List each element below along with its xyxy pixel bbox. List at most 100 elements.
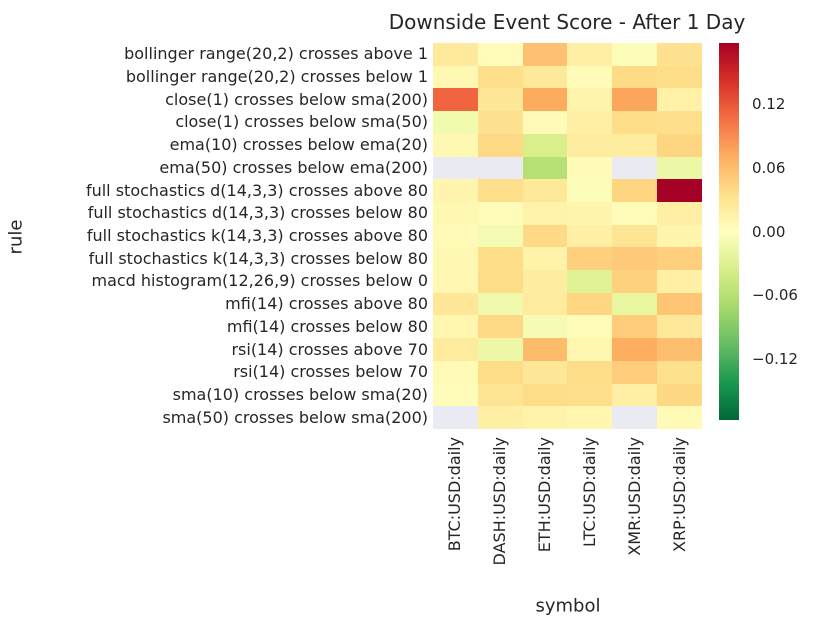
heatmap-cell	[477, 406, 523, 429]
heatmap-cell	[433, 156, 478, 180]
heatmap-cell	[567, 133, 613, 157]
heatmap-cell	[522, 111, 568, 134]
y-tick-label: macd histogram(12,26,9) crosses below 0	[91, 271, 428, 291]
y-tick-label: full stochastics k(14,3,3) crosses above…	[86, 226, 428, 245]
heatmap-cell	[522, 360, 568, 384]
heatmap-cell	[612, 315, 658, 339]
heatmap-cell	[657, 201, 702, 225]
heatmap-cell	[522, 43, 568, 66]
heatmap-cell	[477, 247, 523, 271]
heatmap-cell	[433, 88, 478, 112]
heatmap-cell	[567, 406, 613, 429]
heatmap-cell	[522, 156, 568, 180]
heatmap-cell	[477, 360, 523, 384]
heatmap-cell	[477, 292, 523, 316]
x-tick-label: XMR:USD:daily	[624, 437, 644, 556]
heatmap-cell	[477, 315, 523, 339]
heatmap-cell	[522, 406, 568, 429]
heatmap-cell	[477, 338, 523, 361]
heatmap-cell	[433, 111, 478, 134]
heatmap-cell	[657, 338, 702, 361]
heatmap-cell	[567, 383, 613, 407]
heatmap-cell	[567, 292, 613, 316]
heatmap-cell	[657, 270, 702, 293]
heatmap-cell	[657, 179, 702, 202]
heatmap-cell	[522, 338, 568, 361]
heatmap-cell	[567, 65, 613, 89]
heatmap-cell	[522, 65, 568, 89]
y-tick-label: sma(50) crosses below sma(200)	[162, 407, 428, 427]
y-tick-label: rsi(14) crosses below 70	[233, 362, 428, 382]
heatmap-cell	[567, 338, 613, 361]
heatmap-cell	[433, 315, 478, 339]
y-tick-label: ema(50) crosses below ema(200)	[159, 157, 428, 177]
heatmap-cell	[522, 201, 568, 225]
x-tick-label: ETH:USD:daily	[535, 437, 555, 553]
x-tick-label: XRP:USD:daily	[669, 437, 689, 553]
heatmap-cell	[522, 224, 568, 248]
heatmap-cell	[477, 383, 523, 407]
heatmap-cell	[657, 292, 702, 316]
heatmap-cell	[657, 315, 702, 339]
heatmap-cell	[657, 406, 702, 429]
heatmap-cell	[433, 383, 478, 407]
x-tick-label: DASH:USD:daily	[490, 437, 510, 566]
heatmap-cell	[657, 156, 702, 180]
heatmap-cell	[567, 43, 613, 66]
heatmap-cell	[433, 406, 478, 429]
heatmap-cell	[522, 315, 568, 339]
y-tick-label: ema(10) crosses below ema(20)	[169, 135, 428, 155]
heatmap-cell	[522, 88, 568, 112]
heatmap-cell	[612, 133, 658, 157]
heatmap-cell	[612, 406, 658, 429]
y-tick-label: rsi(14) crosses above 70	[231, 339, 428, 359]
heatmap-cell	[477, 43, 523, 66]
y-axis-label: rule	[5, 219, 27, 255]
heatmap-cell	[522, 179, 568, 202]
heatmap-cell	[477, 270, 523, 293]
heatmap-cell	[567, 179, 613, 202]
heatmap-cell	[657, 360, 702, 384]
heatmap-cell	[612, 179, 658, 202]
heatmap-cell	[612, 88, 658, 112]
heatmap-cell	[433, 179, 478, 202]
heatmap-cell	[433, 247, 478, 271]
heatmap-cell	[657, 43, 702, 66]
heatmap-cell	[477, 88, 523, 112]
heatmap-cell	[522, 383, 568, 407]
x-tick-label: LTC:USD:daily	[579, 437, 599, 548]
heatmap-cell	[612, 224, 658, 248]
heatmap-cell	[567, 247, 613, 271]
heatmap-cell	[433, 270, 478, 293]
heatmap-cell	[522, 270, 568, 293]
heatmap-cell	[657, 133, 702, 157]
heatmap-cell	[567, 224, 613, 248]
heatmap-cell	[433, 133, 478, 157]
heatmap-cell	[433, 338, 478, 361]
heatmap-cell	[657, 247, 702, 271]
heatmap-cell	[657, 383, 702, 407]
heatmap-cell	[657, 65, 702, 89]
heatmap-cell	[612, 43, 658, 66]
heatmap-cell	[567, 156, 613, 180]
colorbar-tick-label: −0.12	[752, 349, 798, 368]
y-tick-label: bollinger range(20,2) crosses above 1	[124, 44, 428, 64]
heatmap-cell	[567, 360, 613, 384]
heatmap-cell	[433, 43, 478, 66]
heatmap-cell	[612, 338, 658, 361]
colorbar-gradient	[719, 43, 739, 420]
heatmap-cell	[433, 65, 478, 89]
y-tick-label: close(1) crosses below sma(200)	[165, 89, 428, 109]
heatmap-cell	[522, 247, 568, 271]
heatmap-cell	[567, 201, 613, 225]
heatmap-cell	[612, 65, 658, 89]
heatmap-cell	[657, 224, 702, 248]
heatmap-cell	[433, 224, 478, 248]
y-tick-label: mfi(14) crosses above 80	[225, 294, 428, 314]
y-tick-label: bollinger range(20,2) crosses below 1	[125, 67, 428, 87]
heatmap-cell	[522, 292, 568, 316]
heatmap-cell	[612, 360, 658, 384]
heatmap-cell	[612, 247, 658, 271]
y-tick-label: close(1) crosses below sma(50)	[175, 112, 428, 132]
